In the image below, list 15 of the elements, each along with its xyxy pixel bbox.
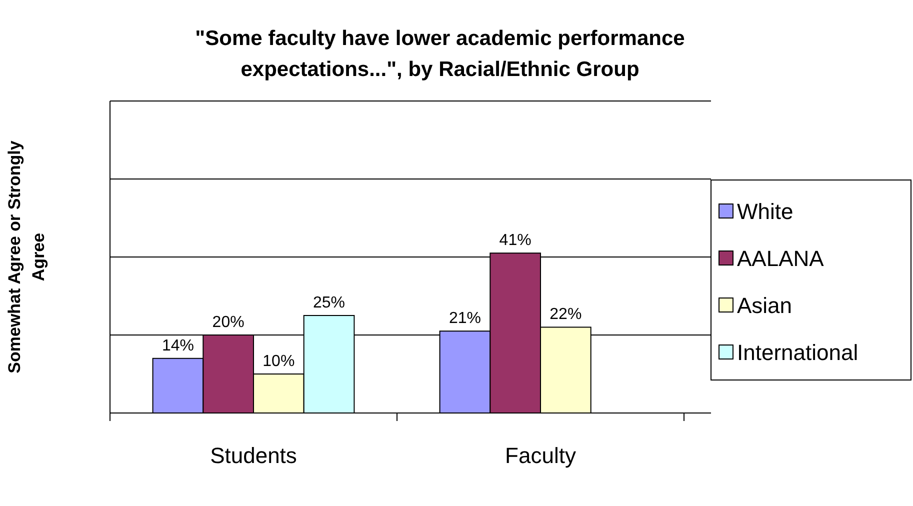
- data-label: 25%: [313, 294, 346, 312]
- data-label: 22%: [550, 306, 582, 324]
- chart-title: "Some faculty have lower academic performance expectations...", by Racial/Ethnic Group: [195, 27, 685, 81]
- x-tick-label: Faculty: [505, 443, 576, 468]
- data-label: 20%: [212, 314, 244, 331]
- x-tick-label: Students: [210, 443, 297, 468]
- legend-label: Asian: [737, 293, 792, 318]
- legend-label: AALANA: [737, 246, 824, 271]
- data-label: 21%: [448, 310, 481, 328]
- data-label: 41%: [499, 232, 532, 250]
- legend-label: International: [737, 340, 858, 365]
- data-label: 10%: [262, 353, 295, 370]
- data-label: 14%: [162, 337, 194, 354]
- legend-label: White: [737, 199, 794, 224]
- y-axis-title: Somewhat Agree or Strongly Agree: [5, 140, 48, 374]
